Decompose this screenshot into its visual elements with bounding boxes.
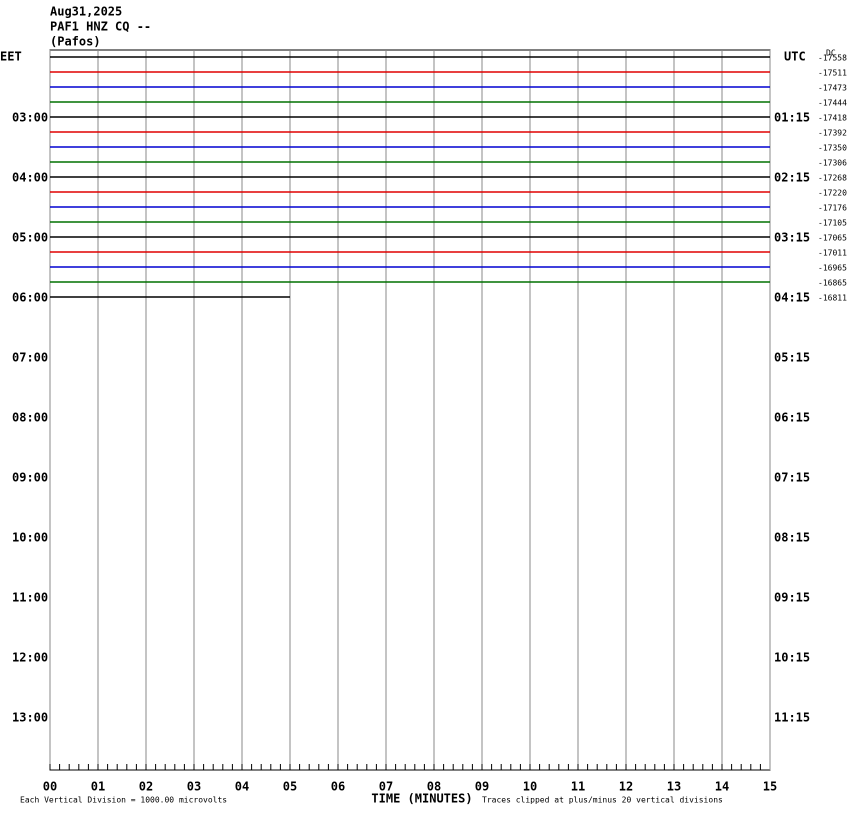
utc-hour: 08:15: [774, 531, 810, 545]
trace-offset: -17350: [818, 144, 847, 153]
eet-hour: 12:00: [12, 651, 48, 665]
x-tick-label: 07: [379, 780, 393, 794]
eet-hour: 03:00: [12, 111, 48, 125]
utc-hour: 10:15: [774, 651, 810, 665]
scale-note: Each Vertical Division = 1000.00 microvo…: [20, 796, 227, 805]
x-tick-label: 02: [139, 780, 153, 794]
utc-hour: 09:15: [774, 591, 810, 605]
trace-offset: -17065: [818, 234, 847, 243]
left-zone: EET: [0, 50, 22, 64]
eet-hour: 08:00: [12, 411, 48, 425]
trace-offset: -17444: [818, 99, 847, 108]
trace-offset: -16811: [818, 294, 847, 303]
trace-offset: -16865: [818, 279, 847, 288]
x-tick-label: 10: [523, 780, 537, 794]
x-tick-label: 15: [763, 780, 777, 794]
header-site: (Pafos): [50, 35, 101, 49]
eet-hour: 13:00: [12, 711, 48, 725]
utc-hour: 04:15: [774, 291, 810, 305]
header-station: PAF1 HNZ CQ --: [50, 20, 151, 34]
eet-hour: 11:00: [12, 591, 48, 605]
utc-hour: 05:15: [774, 351, 810, 365]
x-tick-label: 08: [427, 780, 441, 794]
eet-hour: 06:00: [12, 291, 48, 305]
eet-hour: 10:00: [12, 531, 48, 545]
utc-hour: 06:15: [774, 411, 810, 425]
right-zone: UTC: [784, 50, 806, 64]
eet-hour: 05:00: [12, 231, 48, 245]
corner-note: DC: [826, 49, 836, 58]
x-tick-label: 06: [331, 780, 345, 794]
clip-note: Traces clipped at plus/minus 20 vertical…: [482, 796, 723, 805]
x-tick-label: 01: [91, 780, 105, 794]
trace-offset: -17418: [818, 114, 847, 123]
x-tick-label: 03: [187, 780, 201, 794]
x-tick-label: 04: [235, 780, 249, 794]
x-tick-label: 13: [667, 780, 681, 794]
trace-offset: -17268: [818, 174, 847, 183]
trace-offset: -17558: [818, 54, 847, 63]
utc-hour: 03:15: [774, 231, 810, 245]
eet-hour: 07:00: [12, 351, 48, 365]
utc-hour: 01:15: [774, 111, 810, 125]
trace-offset: -17306: [818, 159, 847, 168]
trace-offset: -17220: [818, 189, 847, 198]
trace-offset: -17176: [818, 204, 847, 213]
x-tick-label: 05: [283, 780, 297, 794]
trace-offset: -17392: [818, 129, 847, 138]
eet-hour: 09:00: [12, 471, 48, 485]
x-tick-label: 09: [475, 780, 489, 794]
x-label: TIME (MINUTES): [371, 792, 472, 806]
trace-offset: -17011: [818, 249, 847, 258]
utc-hour: 11:15: [774, 711, 810, 725]
eet-hour: 04:00: [12, 171, 48, 185]
utc-hour: 07:15: [774, 471, 810, 485]
x-tick-label: 12: [619, 780, 633, 794]
utc-hour: 02:15: [774, 171, 810, 185]
x-tick-label: 14: [715, 780, 729, 794]
x-tick-label: 00: [43, 780, 57, 794]
trace-offset: -17511: [818, 69, 847, 78]
plot-frame: [49, 49, 771, 771]
x-tick-label: 11: [571, 780, 585, 794]
trace-offset: -16965: [818, 264, 847, 273]
header-date: Aug31,2025: [50, 5, 122, 19]
trace-offset: -17105: [818, 219, 847, 228]
trace-offset: -17473: [818, 84, 847, 93]
